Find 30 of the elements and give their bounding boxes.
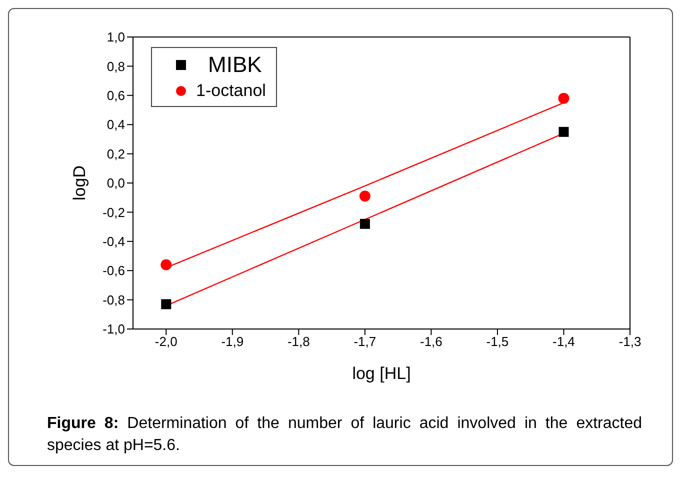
x-tick-label: -1,6 <box>420 334 442 350</box>
y-axis-title: logD <box>70 166 90 200</box>
y-tick-label: -0,2 <box>102 204 125 220</box>
point <box>160 259 172 270</box>
y-tick-label: -0,8 <box>102 292 125 308</box>
y-tick-label: 0,2 <box>106 146 125 162</box>
point <box>359 190 370 202</box>
y-tick-label: -0,6 <box>102 263 125 278</box>
x-tick-label: -1,4 <box>552 334 575 350</box>
x-tick-label: -1,5 <box>486 334 509 350</box>
y-tick-label: -1,0 <box>102 322 125 337</box>
x-tick-label: -1,3 <box>618 334 642 350</box>
y-tick-label: 0,0 <box>106 176 125 191</box>
y-tick-label: 1,0 <box>106 30 125 45</box>
point <box>558 126 569 137</box>
point <box>558 92 570 104</box>
y-tick-label: 0,8 <box>106 58 125 74</box>
y-tick-label: -0,4 <box>102 234 125 250</box>
x-tick-label: -1,9 <box>221 334 244 350</box>
y-tick-label: 0,4 <box>106 117 125 132</box>
point <box>161 299 172 310</box>
x-tick-label: -2,0 <box>154 334 178 350</box>
point <box>360 218 370 229</box>
caption: Figure 8: Determination of the number of lauric acid involved in the extracted species at pH=5.6. <box>47 415 642 454</box>
x-tick-label: -1,7 <box>354 334 376 350</box>
legend-label: MIBK <box>208 52 262 78</box>
y-tick-label: 0,6 <box>106 88 125 104</box>
x-axis-title: log [HL] <box>352 364 411 383</box>
legend-label: 1-octanol <box>196 80 266 102</box>
x-tick-label: -1,8 <box>287 334 310 350</box>
